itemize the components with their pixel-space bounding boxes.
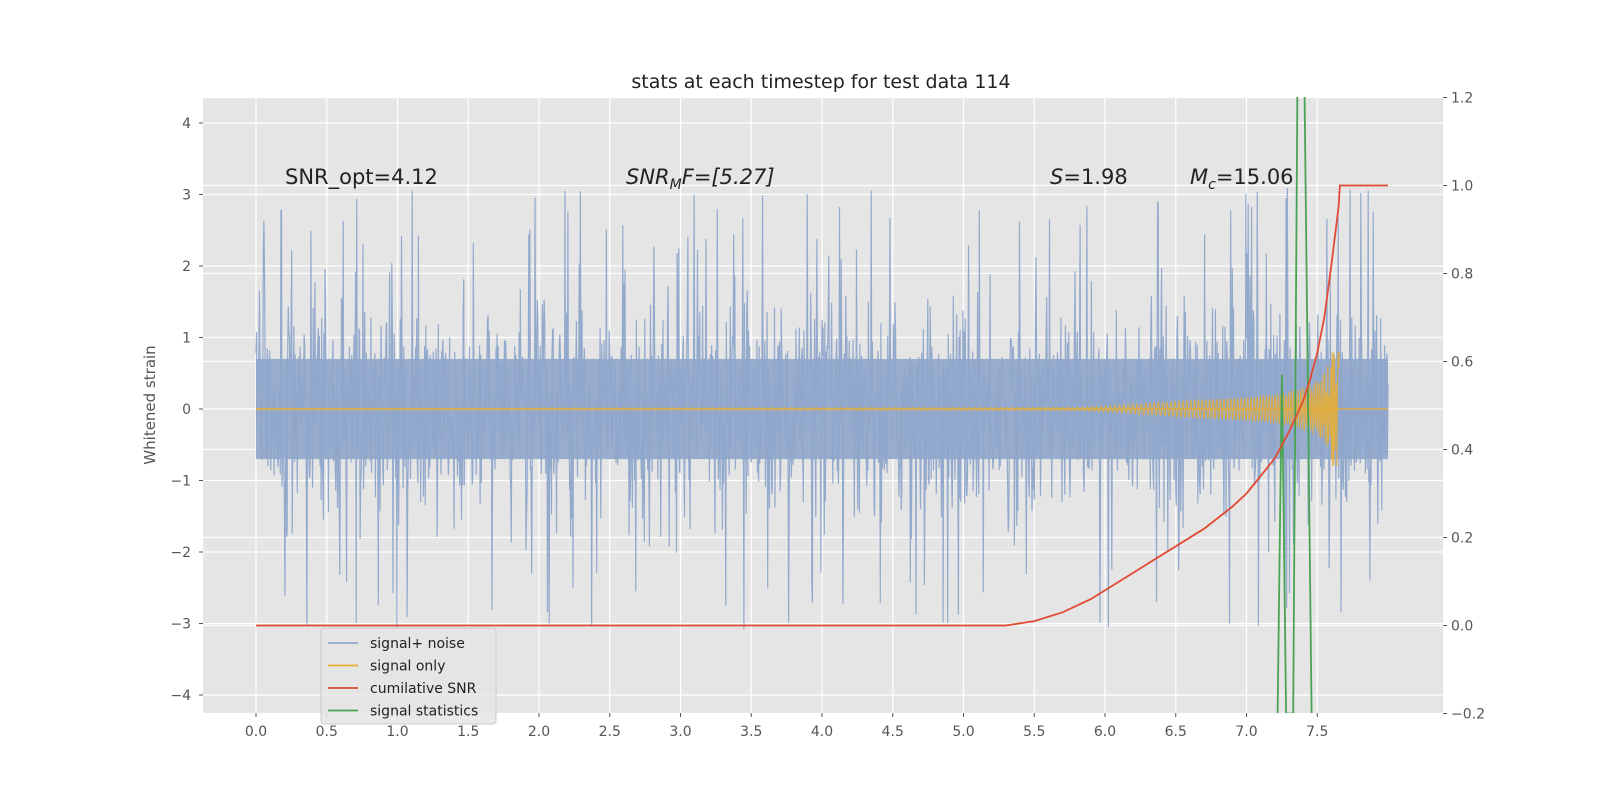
- x-tick-label: 0.0: [245, 724, 267, 740]
- y2-tick-label: 0.0: [1451, 619, 1473, 635]
- annotation-s: S=1.98: [1050, 165, 1128, 189]
- x-tick-label: 2.0: [528, 724, 550, 740]
- y-tick-label: −1: [170, 474, 191, 490]
- x-tick-label: 5.0: [952, 724, 974, 740]
- annotation-s-symbol: S: [1050, 165, 1063, 189]
- y2-tick-label: 0.4: [1451, 443, 1473, 459]
- x-tick-label: 6.5: [1165, 724, 1187, 740]
- y2-tick-label: 1.0: [1451, 179, 1473, 195]
- x-tick-label: 3.5: [740, 724, 762, 740]
- annotation-mc: Mc=15.06: [1190, 165, 1294, 193]
- y-tick-label: −4: [170, 688, 191, 704]
- y2-tick-label: 1.2: [1451, 91, 1473, 107]
- y2-tick-label: 0.2: [1451, 531, 1473, 547]
- x-tick-label: 4.5: [882, 724, 904, 740]
- x-tick-label: 7.0: [1235, 724, 1257, 740]
- chart-title: stats at each timestep for test data 114: [631, 71, 1010, 93]
- x-tick-label: 3.0: [669, 724, 691, 740]
- x-tick-label: 1.0: [386, 724, 408, 740]
- y-axis-ticks: 4 3 2 1 0 −1 −2 −3 −4: [170, 116, 203, 704]
- y-tick-label: 1: [182, 331, 191, 347]
- y2-tick-label: 0.6: [1451, 355, 1473, 371]
- y-tick-label: 4: [182, 116, 191, 132]
- x-tick-label: 5.5: [1023, 724, 1045, 740]
- x-axis-ticks: 0.0 0.5 1.0 1.5 2.0 2.5 3.0 3.5 4.0 4.5 5.0 5.5 6.0 6…: [245, 713, 1328, 740]
- annotation-mc-value: =15.06: [1216, 165, 1294, 189]
- annotation-mc-subscript: c: [1208, 177, 1216, 193]
- annotation-snr-mf: SNRMF=[5.27]: [626, 165, 775, 193]
- y-tick-label: −3: [170, 617, 191, 633]
- cumulative-snr-series: [256, 184, 1388, 627]
- annotation-snr-mf-main: SNR: [626, 165, 670, 189]
- y-tick-label: 0: [182, 402, 191, 418]
- annotation-mc-symbol: M: [1190, 165, 1208, 189]
- signal-statistics-line: [1276, 97, 1313, 713]
- x-tick-label: 4.0: [811, 724, 833, 740]
- legend-label: signal statistics: [370, 704, 478, 720]
- x-tick-label: 1.5: [457, 724, 479, 740]
- y-tick-label: 2: [182, 259, 191, 275]
- y-tick-label: 3: [182, 188, 191, 204]
- x-tick-label: 2.5: [599, 724, 621, 740]
- legend-label: signal+ noise: [370, 636, 465, 652]
- cumulative-snr-line: [256, 184, 1388, 627]
- annotation-snr-mf-rest-text: F=[5.27]: [682, 165, 775, 189]
- x-tick-label: 6.0: [1094, 724, 1116, 740]
- x-tick-label: 0.5: [316, 724, 338, 740]
- legend: signal+ noise signal only cumilative SNR si…: [320, 627, 497, 725]
- annotation-snr-opt: SNR_opt=4.12: [285, 165, 438, 190]
- y2-tick-label: 0.8: [1451, 267, 1473, 283]
- y2-tick-label: −0.2: [1451, 707, 1485, 723]
- legend-box: [320, 627, 497, 725]
- legend-label: signal only: [370, 659, 445, 675]
- annotation-snr-mf-rest: F=[5.27]: [682, 165, 775, 189]
- y-axis-label: Whitened strain: [141, 345, 159, 464]
- signal-statistics-series: [1276, 97, 1313, 713]
- annotation-s-value: =1.98: [1063, 165, 1127, 189]
- legend-label: cumilative SNR: [370, 681, 477, 697]
- y2-axis-ticks: 1.2 1.0 0.8 0.6 0.4 0.2 0.0 −0.2: [1443, 91, 1485, 723]
- annotation-snr-mf-sub: M: [670, 177, 682, 193]
- y-tick-label: −2: [170, 545, 191, 561]
- x-tick-label: 7.5: [1306, 724, 1328, 740]
